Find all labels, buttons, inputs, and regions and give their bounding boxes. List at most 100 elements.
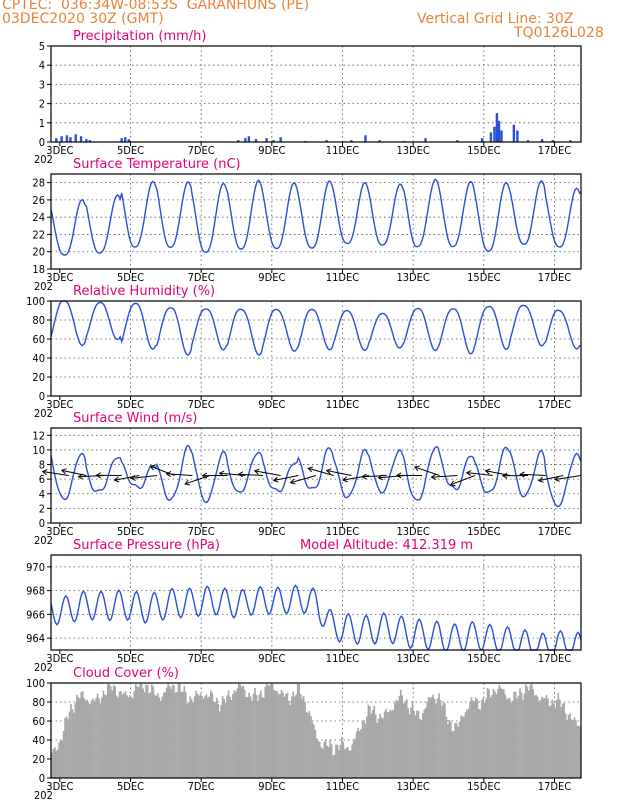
cloud-bar (547, 698, 549, 778)
precip-bar (279, 137, 282, 142)
cloud-bar (214, 702, 217, 778)
cloud-bar (526, 686, 529, 778)
cloud-bar (227, 690, 230, 778)
cloud-bar (516, 698, 518, 778)
cloud-bar (330, 744, 333, 778)
cloud-bar (317, 741, 320, 778)
cloud-bar (83, 698, 86, 778)
cloud-bar (101, 697, 103, 778)
cloud-bar (391, 710, 393, 778)
x-tick-label: 13DEC (396, 780, 429, 793)
cloud-bar (498, 684, 501, 778)
cloud-bar (240, 686, 243, 778)
cloud-bar (379, 713, 381, 778)
cloud-bar (451, 731, 454, 778)
wind-arrow (538, 475, 564, 482)
cloud-bar (386, 712, 389, 778)
cloud-bar (424, 707, 427, 778)
cloud-bar (439, 699, 442, 778)
cloud-bar (323, 741, 326, 778)
cloud-bar (371, 710, 374, 778)
wind-arrow (166, 473, 193, 476)
cloud-bar (405, 699, 408, 778)
x-tick-label: 15DEC (467, 144, 500, 157)
cloud-bar (366, 716, 368, 778)
cloud-bar (202, 698, 205, 778)
cloud-bar (491, 695, 493, 778)
cloud-bar (305, 711, 308, 778)
cloud-bar (78, 698, 81, 778)
cloud-bar (76, 694, 78, 778)
cloud-bar (480, 699, 483, 778)
cloud-bar (355, 731, 358, 778)
wind-arrow-head (361, 473, 367, 480)
precip-bar (456, 140, 459, 142)
cloud-bar (561, 703, 564, 778)
cloud-bar (411, 702, 414, 778)
cloud-bar (180, 692, 183, 778)
cloud-bar (548, 706, 551, 778)
y-tick-label: 4 (39, 59, 45, 72)
x-tick-label: 5DEC (117, 398, 144, 411)
wind-arrow-head (272, 476, 279, 483)
cloud-bar (130, 696, 133, 778)
wind-arrow-head (165, 471, 172, 478)
cloud-bar (396, 701, 399, 778)
x-tick-label: 7DEC (188, 525, 215, 538)
cloud-bar (112, 685, 115, 778)
precip-bar (551, 140, 554, 142)
rh-panel: 0 20 40 60 80 100 3DEC 5DEC 7DEC 9DEC 11DEC 13DEC 15… (26, 284, 582, 420)
x-tick-label: 17DEC (538, 652, 571, 665)
cloud-bar (433, 698, 436, 778)
wind-title: Surface Wind (m/s) (73, 411, 197, 426)
cloud-bar (273, 689, 275, 778)
cloud-bar (358, 731, 361, 778)
cloud-bar (554, 707, 557, 778)
cloud-bar (473, 701, 476, 778)
x-tick-label: 17DEC (538, 271, 571, 284)
wind-arrow-head (253, 468, 260, 475)
cloud-bar (511, 700, 514, 778)
cloud-bar (176, 692, 178, 778)
cloud-bar (321, 748, 324, 778)
cloud-bar (324, 739, 327, 778)
cloud-bar (265, 683, 268, 778)
cloud-bar (296, 683, 299, 778)
cloud-bar (285, 694, 287, 778)
cloud-bar (186, 703, 189, 778)
cloud-bar (370, 713, 373, 778)
cloud-bar (535, 694, 538, 778)
x-year-label: 202 (34, 661, 53, 674)
cloud-bar (148, 693, 150, 778)
cloud-bar (146, 685, 149, 778)
cloud-bar (136, 686, 139, 778)
cloud-bar (445, 716, 448, 778)
cloud-bar (339, 744, 342, 778)
x-tick-label: 9DEC (258, 780, 285, 793)
cloud-bar (492, 688, 495, 778)
wind-arrow-head (184, 479, 191, 486)
wind-arrow-head (554, 475, 560, 482)
pres-frame (50, 554, 582, 651)
cloud-bar (62, 730, 65, 778)
cloud-bar (555, 699, 558, 778)
x-tick-label: 11DEC (326, 271, 359, 284)
cloud-bar (137, 687, 140, 778)
precip-bar (480, 138, 484, 142)
rh-frame (50, 300, 582, 397)
wind-arrow-head (289, 478, 296, 485)
y-tick-label: 40 (32, 352, 45, 365)
cloud-bar (129, 695, 131, 778)
wind-arrow (219, 472, 246, 476)
precip-bar (265, 138, 268, 142)
cloud-bar (326, 745, 328, 778)
y-tick-label: 20 (32, 753, 45, 766)
precip-bar (540, 139, 544, 142)
cloud-bar (301, 698, 303, 778)
wind-arrow-head (449, 480, 456, 487)
cloud-bar (457, 726, 460, 778)
y-tick-label: 966 (26, 608, 45, 621)
temp-panel: 18 20 22 24 26 28 3DEC 5DEC 7DEC 9DEC 11DEC 13DEC 15… (32, 157, 582, 293)
cloud-bar (158, 697, 161, 778)
